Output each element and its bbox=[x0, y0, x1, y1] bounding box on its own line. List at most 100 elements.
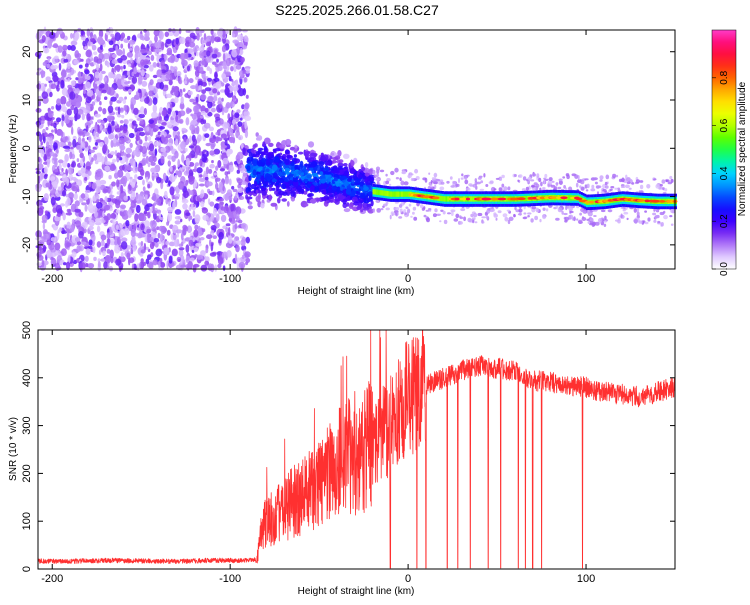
spectrogram-cell bbox=[495, 217, 498, 221]
spectrogram-cell bbox=[474, 221, 478, 224]
spectrogram-cell bbox=[119, 165, 125, 171]
spectrogram-cell bbox=[337, 150, 342, 157]
spectrogram-cell bbox=[169, 165, 173, 172]
spectrogram-cell bbox=[127, 35, 131, 41]
spectrogram-cell bbox=[49, 151, 55, 157]
spectrogram-cell bbox=[61, 103, 66, 110]
spectrogram-cell bbox=[311, 172, 318, 177]
spectrogram-cell bbox=[262, 180, 266, 185]
spectrogram-cell bbox=[458, 178, 460, 183]
spectrogram-cell bbox=[248, 152, 252, 157]
spectrogram-cell bbox=[206, 67, 211, 71]
spectrogram-cell bbox=[256, 173, 261, 180]
spectrogram-cell bbox=[184, 183, 188, 187]
spectrogram-cell bbox=[408, 203, 412, 207]
spectrogram-cell bbox=[330, 152, 335, 156]
spectrogram-cell bbox=[523, 212, 527, 215]
spectrogram-cell bbox=[212, 190, 215, 196]
spectrogram-cell bbox=[477, 177, 482, 180]
spectrogram-cell bbox=[225, 227, 229, 233]
spectrogram-cell bbox=[236, 125, 240, 133]
spectrogram-cell bbox=[203, 170, 207, 179]
spectrogram-cell bbox=[247, 192, 254, 196]
spectrogram-cell bbox=[215, 213, 220, 222]
spectrogram-cell bbox=[243, 35, 249, 43]
spectrogram-cell bbox=[614, 187, 618, 190]
spectrogram-cell bbox=[385, 180, 390, 185]
spectrogram-cell bbox=[222, 157, 229, 165]
spectrogram-cell bbox=[620, 213, 623, 219]
spectrogram-cell bbox=[213, 77, 220, 82]
spectrogram-cell bbox=[298, 163, 303, 170]
spectrogram-cell bbox=[534, 215, 538, 221]
spectrogram-cell bbox=[305, 164, 312, 168]
spectrogram-cell bbox=[263, 137, 271, 145]
spectrogram-cell bbox=[110, 151, 116, 156]
spectrogram-cell bbox=[425, 209, 430, 212]
spectrogram-cell bbox=[154, 148, 158, 157]
spectrogram-cell bbox=[582, 210, 587, 214]
spectrogram-cell bbox=[208, 126, 214, 132]
spectrogram-cell bbox=[116, 191, 121, 195]
spectrogram-cell bbox=[636, 207, 640, 213]
snr-x-tick-label: 100 bbox=[577, 573, 595, 585]
spectrogram-cell bbox=[294, 164, 301, 170]
spectrogram-cell bbox=[231, 185, 235, 190]
spectrogram-cell bbox=[130, 104, 135, 110]
spectrogram-cell bbox=[87, 263, 94, 267]
spectrogram-cell bbox=[44, 47, 48, 54]
spectrogram-cell bbox=[164, 31, 169, 38]
spectrogram-cell bbox=[56, 231, 60, 240]
spectrogram-cell bbox=[665, 179, 669, 183]
spectrogram-cell bbox=[465, 187, 471, 191]
spectrogram-cell bbox=[633, 207, 637, 213]
spectrogram-cell bbox=[410, 215, 413, 218]
spectrogram-cell bbox=[111, 224, 116, 232]
spectrogram-cell bbox=[70, 32, 73, 39]
spectrogram-cell bbox=[367, 191, 374, 196]
spectrogram-cell bbox=[140, 69, 145, 77]
spectrogram-cell bbox=[245, 94, 249, 99]
spectrogram-cell bbox=[385, 207, 390, 211]
spectrogram-cell bbox=[184, 80, 187, 85]
spectrogram-cell bbox=[659, 211, 665, 216]
spectrogram-cell bbox=[121, 75, 126, 79]
spectrogram-cell bbox=[65, 228, 70, 233]
spectrogram-cell bbox=[215, 132, 218, 136]
spectrogram-cell bbox=[79, 152, 84, 159]
spectrogram-cell bbox=[241, 222, 247, 230]
spectrogram-cell bbox=[124, 227, 130, 235]
spectrogram-cell bbox=[265, 181, 269, 185]
spectrogram-cell bbox=[372, 189, 375, 195]
spectrogram-cell bbox=[215, 116, 221, 121]
spectrogram-cell bbox=[432, 213, 437, 218]
spectrogram-cell bbox=[568, 206, 573, 212]
spectrogram-cell bbox=[288, 180, 294, 185]
spectrogram-cell bbox=[154, 242, 159, 248]
spectrogram-cell bbox=[201, 207, 208, 214]
spectrogram-cell bbox=[237, 184, 242, 189]
spectrogram-cell bbox=[104, 204, 111, 211]
spectrogram-cell bbox=[181, 59, 188, 67]
spectrogram-cell bbox=[199, 193, 204, 199]
spectrogram-cell bbox=[334, 191, 338, 199]
spectrogram-cell bbox=[660, 222, 664, 227]
spectrogram-cell bbox=[377, 189, 380, 196]
spectrogram-cell bbox=[353, 201, 359, 206]
spectrogram-cell bbox=[189, 32, 196, 39]
spectrogram-cell bbox=[120, 107, 124, 112]
spectrogram-cell bbox=[192, 138, 198, 146]
spectrogram-cell bbox=[491, 197, 500, 201]
spectrogram-cell bbox=[37, 95, 42, 103]
spectrogram-cell bbox=[40, 149, 45, 158]
spectrogram-cell bbox=[653, 178, 657, 181]
spectrogram-cell bbox=[114, 172, 119, 179]
spectrogram-cell bbox=[158, 225, 165, 232]
spectrogram-x-label: Height of straight line (km) bbox=[298, 286, 415, 297]
spectrogram-cell bbox=[568, 186, 573, 191]
spectrogram-cell bbox=[120, 237, 128, 243]
spectrogram-cell bbox=[46, 153, 51, 157]
spectrogram-cell bbox=[188, 145, 195, 149]
spectrogram-cell bbox=[345, 188, 352, 195]
spectrogram-cell bbox=[609, 188, 613, 191]
